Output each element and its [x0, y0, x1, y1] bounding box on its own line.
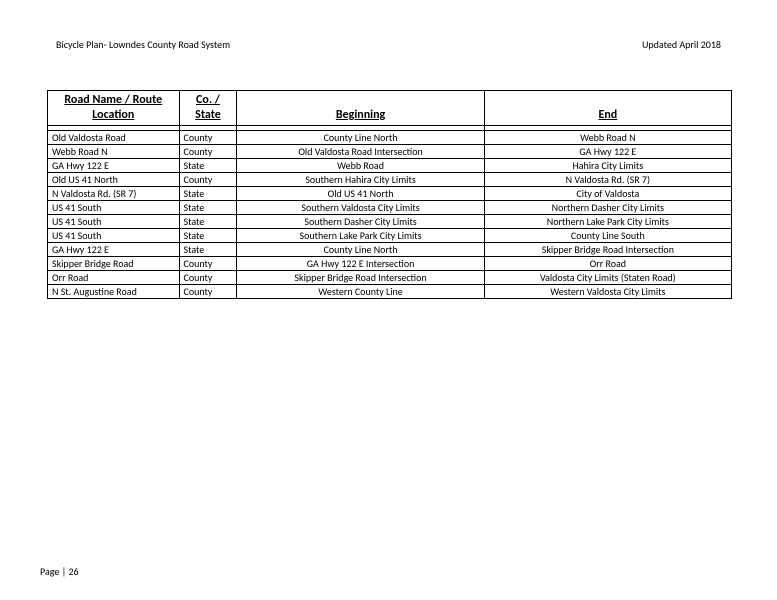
document-page: Bicycle Plan- Lowndes County Road System… [0, 0, 777, 600]
cell-co: County [179, 145, 237, 159]
col-header-beg: Beginning [237, 91, 484, 126]
cell-co: State [179, 243, 237, 257]
cell-co: County [179, 131, 237, 145]
cell-road: Skipper Bridge Road [48, 257, 180, 271]
cell-road: US 41 South [48, 215, 180, 229]
col-header-end-l1: End [598, 108, 617, 122]
cell-beg: Webb Road [237, 159, 484, 173]
cell-beg: Southern Dasher City Limits [237, 215, 484, 229]
cell-beg: Skipper Bridge Road Intersection [237, 271, 484, 285]
cell-beg: Southern Lake Park City Limits [237, 229, 484, 243]
cell-end: County Line South [484, 229, 731, 243]
cell-road: Orr Road [48, 271, 180, 285]
cell-end: Valdosta City Limits (Staten Road) [484, 271, 731, 285]
table-header: Road Name / Route Location Co. / State B… [48, 91, 732, 126]
cell-road: Old US 41 North [48, 173, 180, 187]
table-row: GA Hwy 122 EStateWebb RoadHahira City Li… [48, 159, 732, 173]
cell-end: N Valdosta Rd. (SR 7) [484, 173, 731, 187]
col-header-road: Road Name / Route Location [48, 91, 180, 126]
cell-beg: Southern Valdosta City Limits [237, 201, 484, 215]
cell-co: County [179, 173, 237, 187]
cell-end: Orr Road [484, 257, 731, 271]
table-row: N St. Augustine RoadCountyWestern County… [48, 285, 732, 299]
cell-beg: County Line North [237, 243, 484, 257]
page-header-right: Updated April 2018 [642, 38, 721, 51]
cell-beg: Western County Line [237, 285, 484, 299]
col-header-co: Co. / State [179, 91, 237, 126]
cell-road: GA Hwy 122 E [48, 159, 180, 173]
col-header-end: End [484, 91, 731, 126]
cell-co: State [179, 201, 237, 215]
roads-table: Road Name / Route Location Co. / State B… [47, 90, 732, 299]
cell-beg: Old US 41 North [237, 187, 484, 201]
col-header-road-l1: Road Name / Route Location [52, 93, 175, 123]
cell-end: GA Hwy 122 E [484, 145, 731, 159]
cell-road: US 41 South [48, 229, 180, 243]
table-row: GA Hwy 122 EStateCounty Line NorthSkippe… [48, 243, 732, 257]
cell-beg: County Line North [237, 131, 484, 145]
table-row: Orr RoadCountySkipper Bridge Road Inters… [48, 271, 732, 285]
cell-co: State [179, 159, 237, 173]
cell-co: State [179, 187, 237, 201]
table-row: Old US 41 NorthCountySouthern Hahira Cit… [48, 173, 732, 187]
cell-beg: GA Hwy 122 E Intersection [237, 257, 484, 271]
cell-road: N St. Augustine Road [48, 285, 180, 299]
cell-beg: Southern Hahira City Limits [237, 173, 484, 187]
cell-road: US 41 South [48, 201, 180, 215]
cell-road: GA Hwy 122 E [48, 243, 180, 257]
cell-end: Webb Road N [484, 131, 731, 145]
page-header-left: Bicycle Plan- Lowndes County Road System [56, 38, 230, 51]
cell-end: Western Valdosta City Limits [484, 285, 731, 299]
cell-end: Northern Dasher City Limits [484, 201, 731, 215]
cell-end: Hahira City Limits [484, 159, 731, 173]
table-row: N Valdosta Rd. (SR 7)StateOld US 41 Nort… [48, 187, 732, 201]
cell-co: County [179, 271, 237, 285]
table-row: Old Valdosta RoadCountyCounty Line North… [48, 131, 732, 145]
cell-co: State [179, 229, 237, 243]
cell-co: County [179, 285, 237, 299]
table-row: US 41 SouthStateSouthern Dasher City Lim… [48, 215, 732, 229]
cell-road: Old Valdosta Road [48, 131, 180, 145]
table-row: US 41 SouthStateSouthern Valdosta City L… [48, 201, 732, 215]
table-row: US 41 SouthStateSouthern Lake Park City … [48, 229, 732, 243]
page-footer: Page | 26 [40, 565, 79, 578]
cell-road: N Valdosta Rd. (SR 7) [48, 187, 180, 201]
cell-end: City of Valdosta [484, 187, 731, 201]
cell-end: Northern Lake Park City Limits [484, 215, 731, 229]
cell-co: State [179, 215, 237, 229]
cell-end: Skipper Bridge Road Intersection [484, 243, 731, 257]
col-header-co-l1: Co. / State [184, 93, 233, 123]
table-body: Old Valdosta RoadCountyCounty Line North… [48, 126, 732, 299]
cell-road: Webb Road N [48, 145, 180, 159]
table-row: Webb Road NCountyOld Valdosta Road Inter… [48, 145, 732, 159]
cell-co: County [179, 257, 237, 271]
table-row: Skipper Bridge RoadCountyGA Hwy 122 E In… [48, 257, 732, 271]
cell-beg: Old Valdosta Road Intersection [237, 145, 484, 159]
col-header-beg-l1: Beginning [336, 108, 385, 122]
